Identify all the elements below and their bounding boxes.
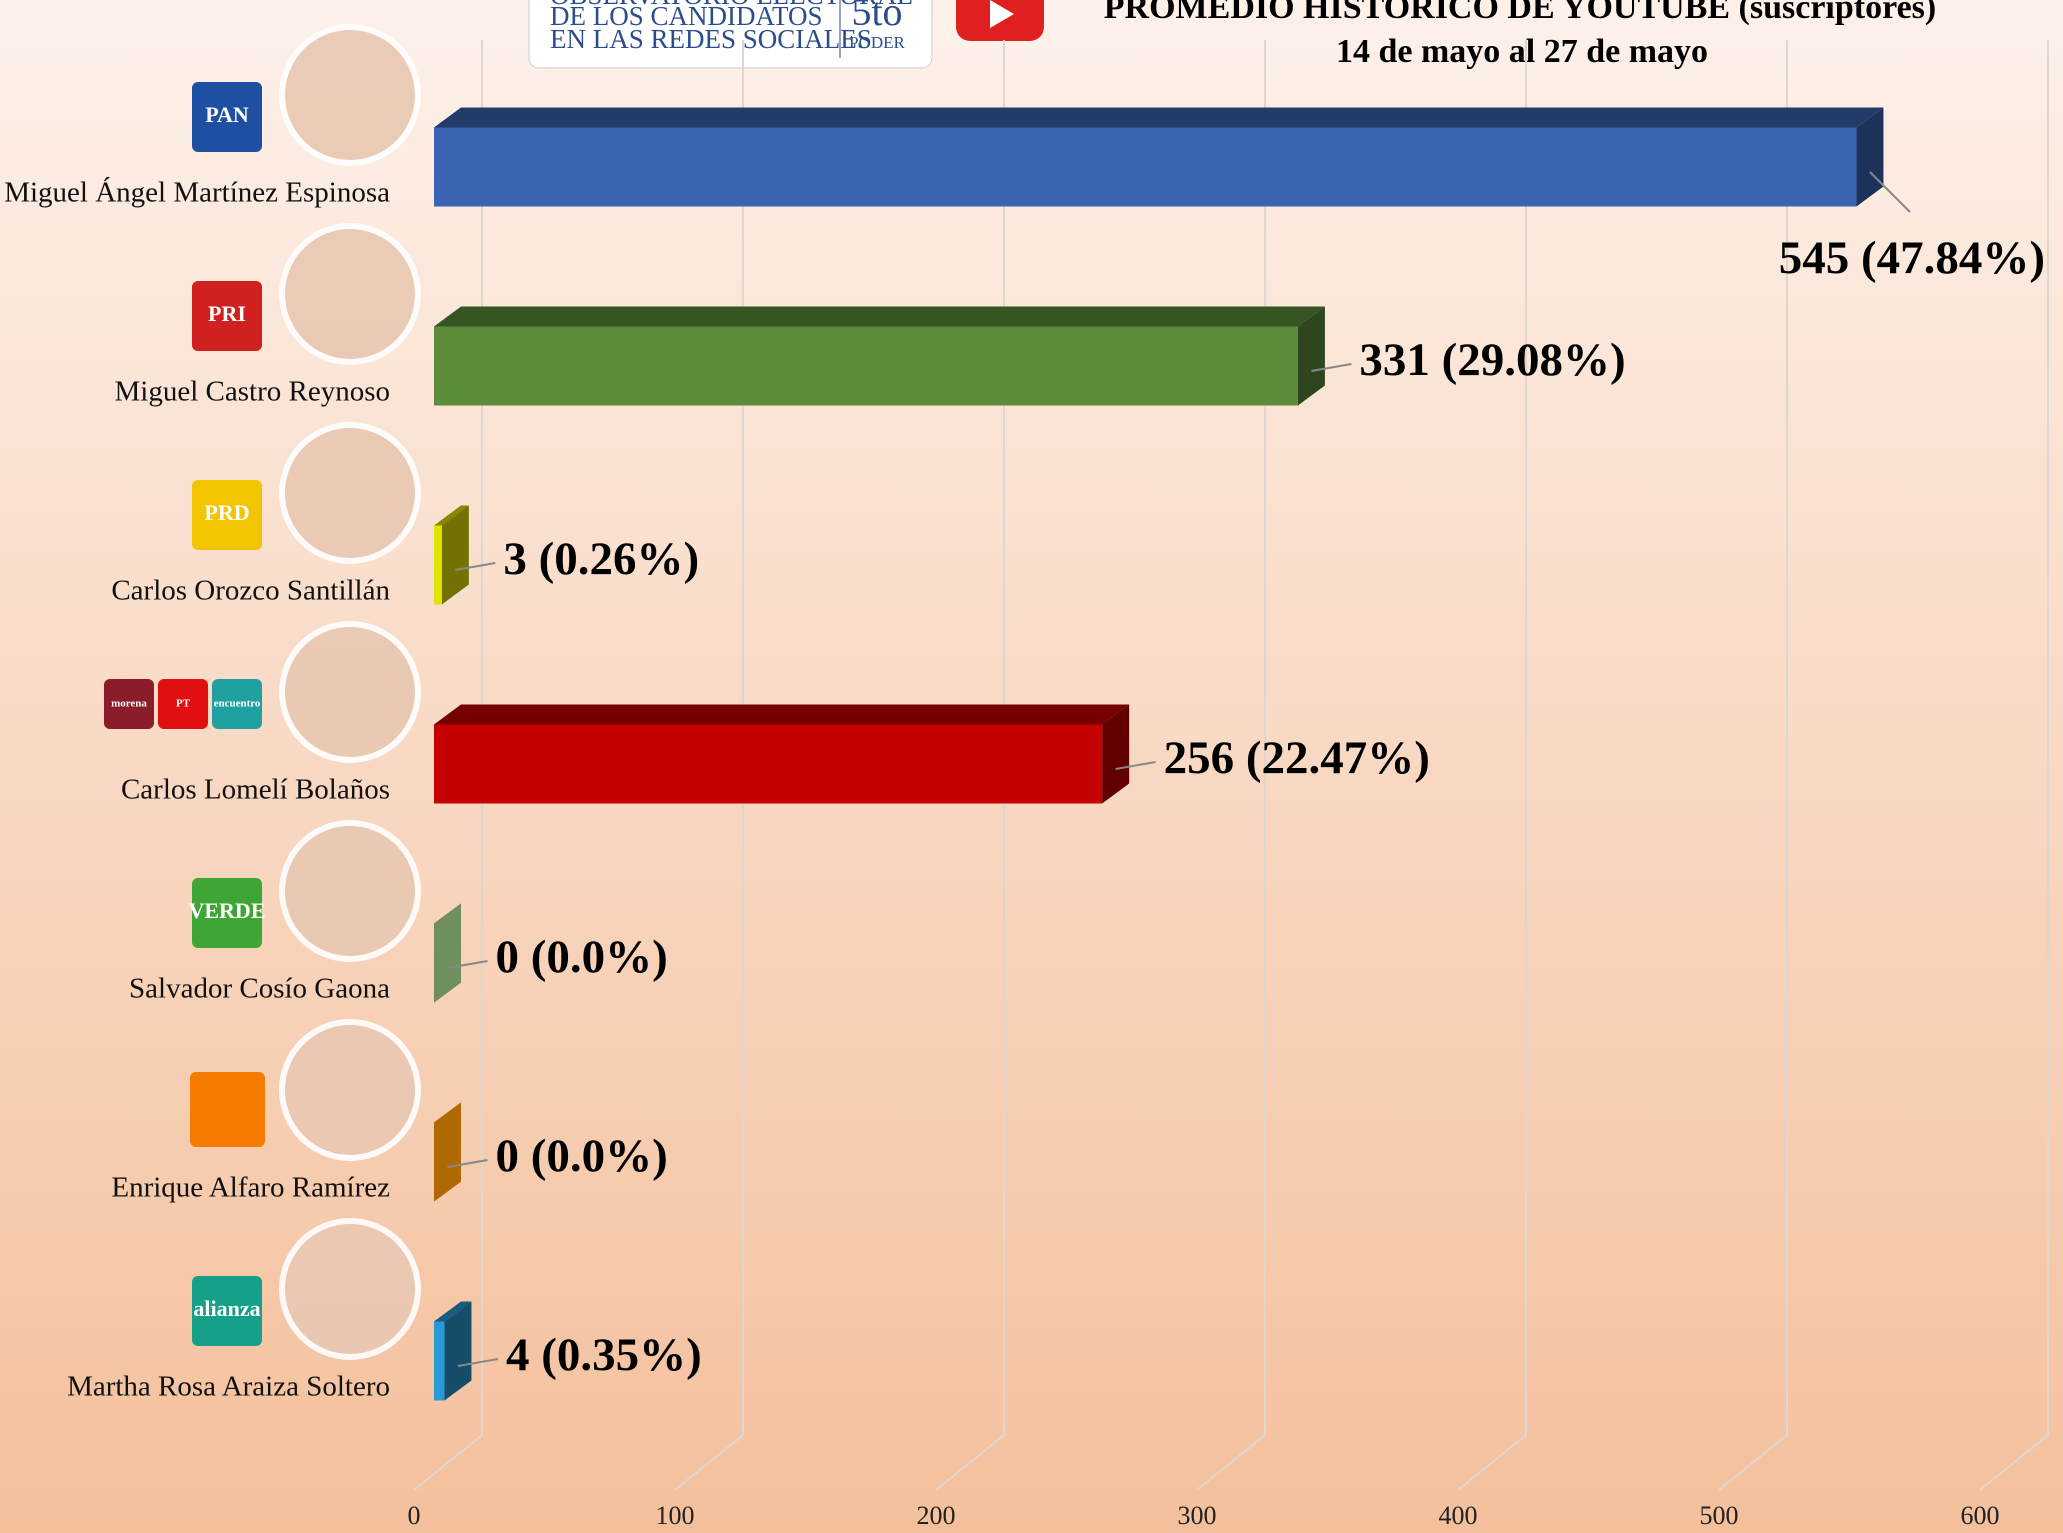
- leader-line: [457, 1358, 499, 1367]
- bar-side: [434, 903, 461, 1003]
- value-label: 3 (0.26%): [503, 533, 699, 585]
- bar-top: [434, 704, 1130, 725]
- x-tick-label: 200: [917, 1501, 956, 1530]
- value-label: 256 (22.47%): [1164, 732, 1430, 784]
- leader-line: [447, 1159, 488, 1168]
- candidate-photo: [279, 223, 421, 365]
- party-logo-text: alianza: [193, 1296, 260, 1321]
- bar-side: [1297, 306, 1325, 406]
- candidate-name: Martha Rosa Araiza Soltero: [67, 1371, 390, 1403]
- youtube-icon: [956, 0, 1044, 41]
- bar-side: [441, 505, 469, 605]
- leader-line: [1869, 171, 1911, 213]
- party-logo-text: morena: [111, 698, 147, 710]
- party-logo: [192, 281, 262, 351]
- logo-box: OBSERVATORIO ELECTORAL DE LOS CANDIDATOS…: [528, 0, 933, 69]
- grid-line: [1457, 40, 1527, 1491]
- logo-brand-sub: PODER: [849, 33, 905, 52]
- x-tick-label: 100: [656, 1501, 695, 1530]
- logo-line: DE LOS CANDIDATOS: [550, 1, 823, 31]
- party-logo-text: encuentro: [214, 698, 261, 710]
- bar-top: [434, 107, 1884, 128]
- candidate-name: Carlos Lomelí Bolaños: [121, 774, 390, 806]
- candidate-photo: [279, 422, 421, 564]
- candidate-photo: [279, 1019, 421, 1161]
- value-label: 0 (0.0%): [496, 931, 668, 983]
- candidate-name: Miguel Castro Reynoso: [115, 376, 391, 408]
- logo-line: EN LAS REDES SOCIALES: [550, 24, 872, 54]
- party-logo-text: VERDE: [188, 898, 265, 923]
- bar-side: [1856, 107, 1884, 207]
- candidate-name: Miguel Ángel Martínez Espinosa: [4, 176, 390, 209]
- x-tick-label: 0: [408, 1501, 421, 1530]
- candidate-name: Salvador Cosío Gaona: [129, 973, 390, 1005]
- bar: [434, 704, 1130, 804]
- party-logo: [158, 679, 208, 729]
- party-logo: [192, 82, 262, 152]
- bar: [434, 306, 1325, 406]
- grid-line: [413, 40, 483, 1491]
- chart-title: PROMEDIO HISTORICO DE YOUTUBE (suscripto…: [1104, 0, 1936, 26]
- leader-line: [1115, 761, 1156, 770]
- logo-brand: 5to: [851, 0, 902, 34]
- value-label: 0 (0.0%): [496, 1130, 668, 1182]
- party-logo: [212, 679, 262, 729]
- party-logo: [192, 480, 262, 550]
- bar: [434, 107, 1884, 207]
- chart-subtitle: 14 de mayo al 27 de mayo: [1336, 33, 1708, 70]
- leader-line: [447, 960, 488, 969]
- youtube-play: [990, 0, 1014, 28]
- party-logo-text: PRI: [208, 301, 246, 326]
- candidate-name: Enrique Alfaro Ramírez: [111, 1172, 390, 1204]
- value-label: 331 (29.08%): [1359, 334, 1625, 386]
- x-tick-label: 600: [1961, 1501, 2000, 1530]
- grid-line: [1196, 40, 1266, 1491]
- bar-front: [434, 127, 1857, 207]
- grid-line: [1979, 40, 2049, 1491]
- candidate-photo: [279, 820, 421, 962]
- candidate-name: Carlos Orozco Santillán: [111, 575, 390, 607]
- bar-top: [434, 505, 469, 526]
- bar-front: [434, 525, 442, 605]
- party-logo: [192, 878, 262, 948]
- grid-line: [1718, 40, 1788, 1491]
- party-logo-text: PT: [176, 698, 191, 710]
- bar: [434, 505, 469, 605]
- value-label: 545 (47.84%): [1779, 232, 2045, 284]
- candidate-photo: [279, 24, 421, 166]
- leader-line: [455, 562, 496, 571]
- bar-front: [434, 1321, 445, 1401]
- logo-line: OBSERVATORIO ELECTORAL: [550, 0, 913, 10]
- bar: [434, 1301, 472, 1401]
- bar-side: [444, 1301, 472, 1401]
- bar-side: [434, 1102, 461, 1202]
- party-logo-text: PAN: [205, 102, 249, 127]
- candidate-photo: [279, 1218, 421, 1360]
- x-tick-label: 300: [1178, 1501, 1217, 1530]
- bar-top: [434, 306, 1325, 327]
- bar-front: [434, 724, 1103, 804]
- x-tick-label: 500: [1700, 1501, 1739, 1530]
- party-logo: [192, 1276, 262, 1346]
- x-tick-label: 400: [1439, 1501, 1478, 1530]
- bar-top: [434, 1301, 472, 1322]
- party-logo: [190, 1072, 265, 1147]
- candidate-photo: [279, 621, 421, 763]
- bar: [434, 1102, 461, 1202]
- grid-line: [674, 40, 744, 1491]
- party-logo: [104, 679, 154, 729]
- bar: [434, 903, 461, 1003]
- logo-frame: [528, 0, 933, 69]
- party-logo-text: PRD: [204, 500, 249, 525]
- leader-line: [1311, 363, 1352, 372]
- value-label: 4 (0.35%): [506, 1329, 702, 1381]
- bar-front: [434, 326, 1298, 406]
- bar-side: [1102, 704, 1130, 804]
- grid-line: [935, 40, 1005, 1491]
